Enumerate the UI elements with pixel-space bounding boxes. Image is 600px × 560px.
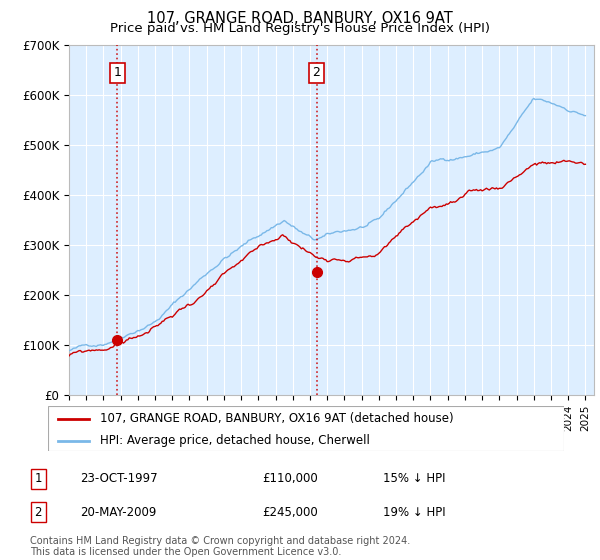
Text: 20-MAY-2009: 20-MAY-2009	[80, 506, 156, 519]
Text: HPI: Average price, detached house, Cherwell: HPI: Average price, detached house, Cher…	[100, 435, 370, 447]
Text: Price paid vs. HM Land Registry's House Price Index (HPI): Price paid vs. HM Land Registry's House …	[110, 22, 490, 35]
FancyBboxPatch shape	[48, 406, 564, 451]
Text: 19% ↓ HPI: 19% ↓ HPI	[383, 506, 446, 519]
Text: 107, GRANGE ROAD, BANBURY, OX16 9AT (detached house): 107, GRANGE ROAD, BANBURY, OX16 9AT (det…	[100, 412, 453, 425]
Text: 15% ↓ HPI: 15% ↓ HPI	[383, 472, 446, 486]
Text: 2: 2	[35, 506, 42, 519]
Text: £245,000: £245,000	[262, 506, 317, 519]
Text: 23-OCT-1997: 23-OCT-1997	[80, 472, 157, 486]
Text: 1: 1	[113, 66, 121, 80]
Text: Contains HM Land Registry data © Crown copyright and database right 2024.
This d: Contains HM Land Registry data © Crown c…	[30, 535, 410, 557]
Text: £110,000: £110,000	[262, 472, 317, 486]
Text: 107, GRANGE ROAD, BANBURY, OX16 9AT: 107, GRANGE ROAD, BANBURY, OX16 9AT	[147, 11, 453, 26]
Text: 1: 1	[35, 472, 42, 486]
Text: 2: 2	[313, 66, 320, 80]
